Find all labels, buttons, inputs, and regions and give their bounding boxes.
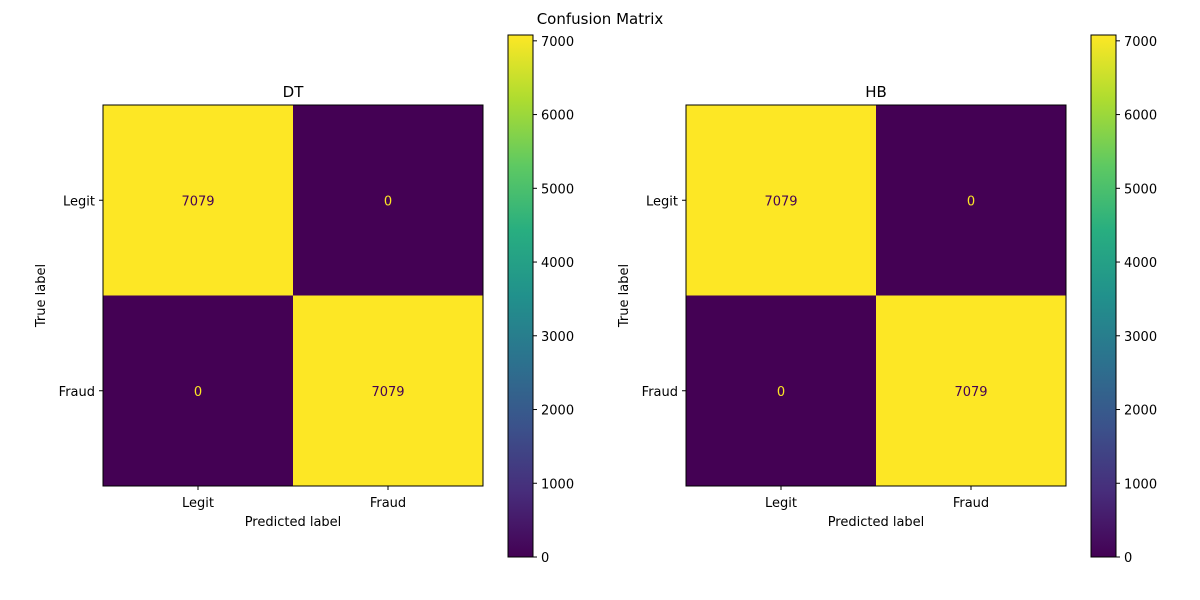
colorbar-gradient — [1091, 35, 1116, 557]
heatmap-cell — [876, 295, 1066, 486]
colorbar-tick-label: 6000 — [1124, 109, 1157, 124]
heatmap-cell — [103, 105, 293, 296]
cell-value-label: 0 — [777, 385, 785, 400]
y-axis-label: True label — [617, 264, 632, 328]
x-axis-label: Predicted label — [245, 515, 342, 530]
chart-panel-1: DT 7079 0 0 7079 Legit Fraud Legit Fraud Predicte… — [34, 34, 574, 566]
x-tick-label: Fraud — [370, 496, 406, 511]
colorbar-tick-label: 7000 — [1124, 35, 1157, 50]
colorbar-tick-label: 6000 — [541, 109, 574, 124]
x-tick-label: Fraud — [953, 496, 989, 511]
cell-value-label: 0 — [194, 385, 202, 400]
colorbar-tick-label: 0 — [541, 551, 549, 566]
cell-value-label: 0 — [967, 194, 975, 209]
heatmap-cell — [876, 105, 1066, 296]
cell-value-label: 7079 — [764, 194, 797, 209]
x-tick-label: Legit — [765, 496, 797, 511]
heatmap-cell — [293, 105, 483, 296]
colorbar-gradient — [508, 35, 533, 557]
y-tick-label: Legit — [646, 194, 678, 209]
heatmap-frame — [102, 104, 484, 487]
colorbar-tick-label: 3000 — [541, 330, 574, 345]
figure-title: Confusion Matrix — [537, 10, 664, 28]
cell-value-label: 7079 — [371, 385, 404, 400]
colorbar-tick-label: 3000 — [1124, 330, 1157, 345]
cell-value-label: 0 — [384, 194, 392, 209]
colorbar-tick-label: 0 — [1124, 551, 1132, 566]
subplot-title: DT — [283, 83, 305, 101]
x-tick-label: Legit — [182, 496, 214, 511]
colorbar-tick-label: 1000 — [541, 477, 574, 492]
cell-value-label: 7079 — [954, 385, 987, 400]
heatmap-frame — [685, 104, 1067, 487]
colorbar-tick-label: 1000 — [1124, 477, 1157, 492]
y-axis-label: True label — [34, 264, 49, 328]
cell-value-label: 7079 — [181, 194, 214, 209]
colorbar-frame — [1090, 34, 1117, 558]
y-tick-label: Fraud — [59, 385, 95, 400]
colorbar-tick-label: 2000 — [541, 404, 574, 419]
chart-panels: DT 7079 0 0 7079 Legit Fraud Legit Fraud Predicte… — [34, 34, 1157, 566]
colorbar-tick-label: 7000 — [541, 35, 574, 50]
chart-panel-2: HB 7079 0 0 7079 Legit Fraud Legit Fraud Predicte… — [617, 34, 1157, 566]
x-axis-label: Predicted label — [828, 515, 925, 530]
heatmap-cell — [686, 105, 876, 296]
colorbar-tick-label: 4000 — [1124, 256, 1157, 271]
colorbar-tick-label: 4000 — [541, 256, 574, 271]
heatmap-cell — [103, 295, 293, 486]
colorbar-frame — [507, 34, 534, 558]
y-tick-label: Fraud — [642, 385, 678, 400]
heatmap-cell — [293, 295, 483, 486]
colorbar-tick-label: 2000 — [1124, 404, 1157, 419]
heatmap-cell — [686, 295, 876, 486]
colorbar-tick-label: 5000 — [541, 182, 574, 197]
colorbar-tick-label: 5000 — [1124, 182, 1157, 197]
y-tick-label: Legit — [63, 194, 95, 209]
subplot-title: HB — [865, 83, 887, 101]
